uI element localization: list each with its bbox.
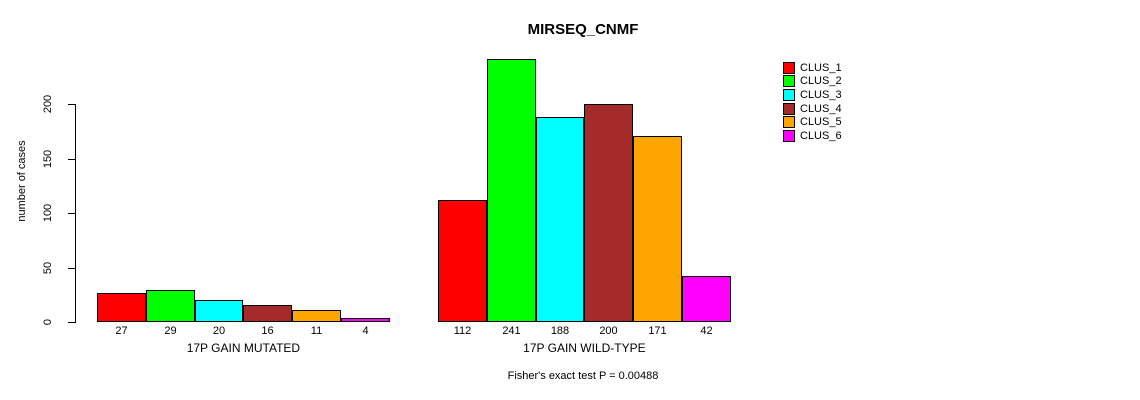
legend-swatch-clus_1: [783, 61, 795, 74]
bar-value-label: 241: [502, 325, 521, 337]
bar-clus_1-group1: [97, 293, 146, 322]
bar-value-label: 171: [648, 325, 667, 337]
bar-clus_5-group1: [292, 310, 341, 322]
y-axis-tick-label: 50: [42, 261, 54, 275]
legend-label: CLUS_6: [800, 129, 842, 142]
bar-value-label: 20: [212, 325, 226, 337]
y-axis-tick: [68, 159, 75, 160]
legend-swatch-clus_2: [783, 75, 795, 88]
y-axis-tick: [68, 268, 75, 269]
bar-clus_1-group2: [438, 200, 487, 322]
chart-title: MIRSEQ_CNMF: [527, 21, 639, 38]
legend-item: CLUS_1: [783, 61, 842, 75]
x-axis-category-label: 17P GAIN WILD-TYPE: [523, 341, 646, 355]
bar-value-label: 27: [115, 325, 128, 337]
y-axis-tick-label: 200: [42, 94, 54, 114]
legend-swatch-clus_3: [783, 88, 795, 101]
bar-clus_2-group2: [487, 59, 536, 322]
bar-value-label: 42: [700, 325, 713, 337]
bar-value-label: 112: [453, 325, 472, 337]
legend-item: CLUS_4: [783, 102, 842, 116]
bar-clus_4-group1: [243, 305, 292, 322]
y-axis-label: number of cases: [16, 140, 28, 222]
bar-clus_6-group1: [341, 318, 390, 322]
bar-clus_4-group2: [584, 104, 633, 322]
legend-label: CLUS_3: [800, 88, 842, 101]
legend-swatch-clus_5: [783, 116, 795, 129]
y-axis-tick-label: 150: [42, 149, 54, 169]
y-axis-tick: [68, 213, 75, 214]
bar-clus_2-group1: [146, 290, 195, 322]
legend-item: CLUS_2: [783, 75, 842, 89]
bar-value-label: 29: [164, 325, 177, 337]
y-axis-line: [75, 104, 76, 323]
legend-label: CLUS_1: [800, 61, 842, 74]
legend-item: CLUS_3: [783, 88, 842, 102]
y-axis-tick-label: 100: [42, 203, 54, 223]
bar-value-label: 11: [310, 325, 323, 337]
legend-label: CLUS_5: [800, 116, 842, 129]
y-axis-tick-label: 0: [42, 318, 54, 326]
bar-clus_6-group2: [682, 276, 731, 322]
y-axis-tick: [68, 104, 75, 105]
legend: CLUS_1 CLUS_2 CLUS_3 CLUS_4 CLUS_5 CLUS_6: [783, 61, 842, 143]
footer-annotation: Fisher's exact test P = 0.00488: [507, 370, 659, 382]
bar-value-label: 4: [362, 325, 369, 337]
bar-value-label: 200: [599, 325, 618, 337]
legend-swatch-clus_4: [783, 102, 795, 115]
legend-item: CLUS_6: [783, 129, 842, 143]
bar-value-label: 188: [550, 325, 570, 337]
legend-item: CLUS_5: [783, 115, 842, 129]
bar-clus_5-group2: [633, 136, 682, 322]
y-axis-tick: [68, 322, 75, 323]
legend-swatch-clus_6: [783, 129, 795, 142]
legend-label: CLUS_4: [800, 102, 842, 115]
bar-value-label: 16: [261, 325, 274, 337]
bar-clus_3-group2: [536, 117, 584, 322]
x-axis-category-label: 17P GAIN MUTATED: [186, 341, 301, 355]
legend-label: CLUS_2: [800, 75, 842, 88]
bar-clus_3-group1: [195, 300, 243, 322]
